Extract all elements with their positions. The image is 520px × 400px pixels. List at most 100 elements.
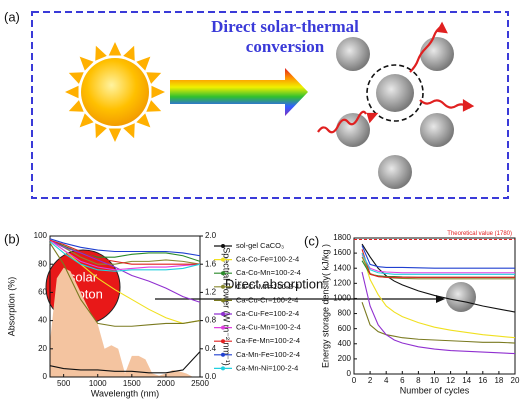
legend-label: sol-gel CaCO₃ <box>236 241 284 250</box>
y-tick-label: 60 <box>38 288 47 297</box>
legend-marker <box>221 257 225 262</box>
panel-frame <box>31 11 509 199</box>
series-line <box>49 238 201 257</box>
legend-label: Ca-Cu-Cr=100-2-4 <box>236 295 298 304</box>
x-tick-label: 14 <box>462 376 471 385</box>
panel-label: (a) <box>4 9 20 24</box>
rainbow-arrow <box>170 68 308 116</box>
sun-ray <box>79 113 94 128</box>
y-tick-label: 800 <box>338 309 352 318</box>
sun-ray <box>68 100 84 112</box>
legend-label: Ca-Cu-Mn=100-2-4 <box>236 323 301 332</box>
y-tick-label: 1600 <box>333 248 351 257</box>
y-tick-label: 400 <box>338 339 352 348</box>
x-tick-label: 2500 <box>191 379 209 388</box>
charts: (b) 0.0 0.4 0.8 1.2 1.6 2.0 Spectral Power (W m… <box>4 231 520 398</box>
legend-label: Ca-Fe-Mn=100-2-4 <box>236 336 300 345</box>
x-tick-label: 4 <box>384 376 389 385</box>
x-tick-label: 18 <box>494 376 503 385</box>
diagram-title: Direct solar-thermal <box>211 17 359 36</box>
y-tick-label: 100 <box>34 231 48 240</box>
series-line <box>49 239 201 303</box>
sun-ray <box>108 128 122 142</box>
sun-ray <box>136 56 151 71</box>
y-tick-label: 600 <box>338 324 352 333</box>
heat-waves <box>317 21 475 134</box>
sun-disk <box>81 58 149 126</box>
sun-ray <box>146 100 162 112</box>
series-line <box>361 271 516 355</box>
plot-frame <box>353 237 516 375</box>
y-tick-label: 40 <box>38 316 47 325</box>
x-tick-label: 16 <box>478 376 487 385</box>
legend-marker <box>221 271 225 276</box>
arrow-head <box>436 295 445 303</box>
series-line <box>361 245 515 269</box>
series-line <box>49 239 200 265</box>
series-line <box>361 252 515 275</box>
sun-ray <box>79 56 94 71</box>
x-tick-label: 2 <box>368 376 373 385</box>
x-tick-label: 0 <box>352 376 357 385</box>
x-tick-label: 6 <box>400 376 405 385</box>
x-axis-label: Number of cycles <box>400 385 470 395</box>
series-line <box>49 239 201 324</box>
sun-ray <box>146 72 162 84</box>
series-line <box>49 351 201 374</box>
panel-label: (c) <box>304 233 319 248</box>
reference-label: Theoretical value (1780) <box>447 231 512 237</box>
y2-axis-label: Spectral Power (W m⁻² nm⁻¹) <box>222 247 232 366</box>
series-line <box>49 242 201 327</box>
legend-label: Ca-Cr-Mn=100-2-4 <box>236 282 299 291</box>
legend-label: Ca-Co-Fe=100-2-4 <box>236 255 299 264</box>
arrow-label: Direct absorption <box>225 276 323 291</box>
x-tick-label: 500 <box>57 379 71 388</box>
diagram-title: conversion <box>246 37 325 56</box>
legend-label: Ca-Mn-Fe=100-2-4 <box>236 350 300 359</box>
y2-tick-label: 0.0 <box>205 372 217 381</box>
y-tick-label: 1800 <box>333 233 351 242</box>
legend-marker <box>221 284 225 289</box>
y-axis-label: Energy storage density( kJ/kg ) <box>320 244 330 368</box>
y-tick-label: 0 <box>43 372 48 381</box>
legend-marker <box>221 325 225 330</box>
legend-marker <box>221 352 225 357</box>
x-tick-label: 1500 <box>123 379 141 388</box>
y2-tick-label: 0.4 <box>205 344 217 353</box>
sun-ray <box>151 85 165 99</box>
legend-marker <box>221 298 225 303</box>
legend-marker <box>221 366 225 371</box>
y2-tick-label: 1.2 <box>205 288 217 297</box>
sun-ray <box>65 85 79 99</box>
series-line <box>49 239 201 262</box>
x-axis-label: Wavelength (nm) <box>91 388 159 398</box>
series-line <box>49 241 201 272</box>
y2-tick-label: 2.0 <box>205 231 217 240</box>
sun <box>65 42 165 142</box>
y-axis-label: Absorption (%) <box>6 277 16 337</box>
panel-label: (b) <box>4 231 20 246</box>
legend-label: Ca-Co-Mn=100-2-4 <box>236 268 301 277</box>
legend-marker <box>221 312 225 316</box>
y-tick-label: 1400 <box>333 263 351 272</box>
legend-label: Ca-Mn-Ni=100-2-4 <box>236 363 298 372</box>
sun-ray <box>123 45 135 61</box>
series-line <box>361 302 516 344</box>
legend-label: Ca-Cu-Fe=100-2-4 <box>236 309 299 318</box>
y-tick-label: 0 <box>347 369 352 378</box>
sun-ray <box>136 113 151 128</box>
y2-tick-label: 1.6 <box>205 259 217 268</box>
series-line <box>361 243 516 313</box>
y-tick-label: 200 <box>338 354 352 363</box>
particles <box>336 37 476 312</box>
sun-ray <box>95 123 107 139</box>
x-tick-label: 20 <box>511 376 520 385</box>
y-tick-label: 1200 <box>333 278 351 287</box>
series-line <box>361 254 515 274</box>
photon-label: solar <box>69 269 98 284</box>
y-tick-label: 80 <box>38 259 47 268</box>
x-tick-label: 2000 <box>157 379 175 388</box>
legend-marker <box>221 244 225 248</box>
x-tick-label: 12 <box>446 376 455 385</box>
